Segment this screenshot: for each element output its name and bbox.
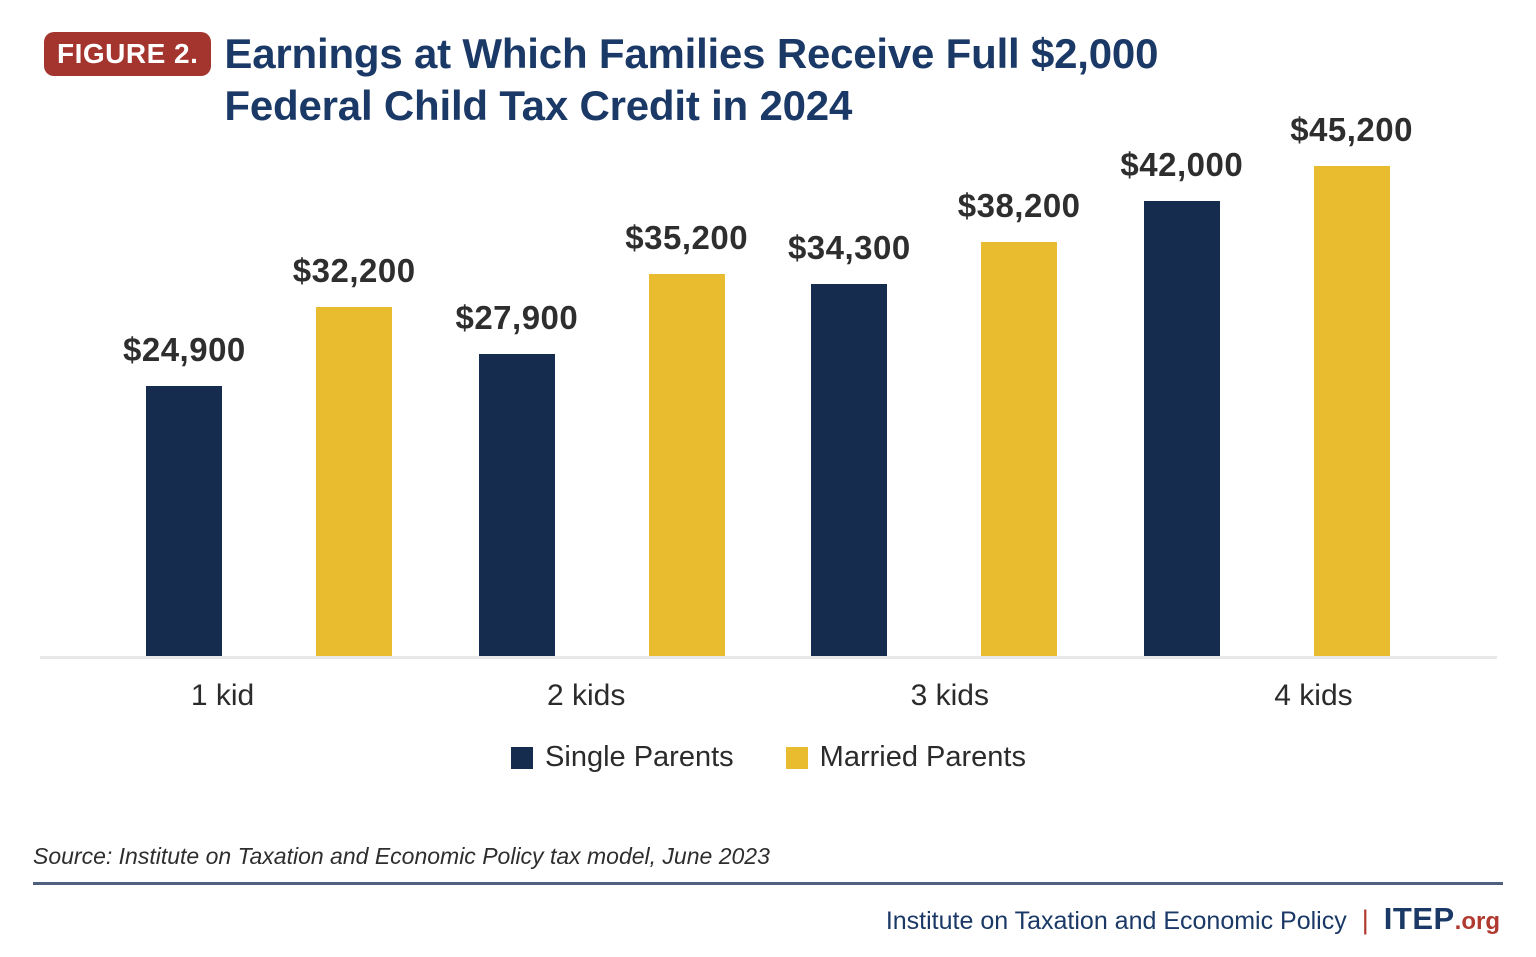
bar-value-label-single-parents-3-kids: $34,300 — [787, 229, 911, 266]
bar-column-married-parents-4-kids: $45,200 — [1290, 111, 1413, 656]
bar-value-label-single-parents-1-kid: $24,900 — [123, 331, 246, 368]
bar-group-4-kids: $42,000 $45,200 — [1120, 111, 1413, 656]
bar-column-married-parents-2-kids: $35,200 — [625, 219, 748, 656]
bar-married-parents-3-kids — [981, 242, 1058, 656]
bar-married-parents-4-kids — [1313, 166, 1390, 656]
bar-single-parents-3-kids — [811, 284, 888, 656]
chart-legend: Single Parents Married Parents — [40, 741, 1497, 774]
bar-group-1-kid: $24,900 $32,200 — [123, 252, 416, 656]
itep-logo-name: ITEP — [1383, 901, 1455, 936]
figure-badge: FIGURE 2. — [44, 32, 212, 76]
legend-swatch-married-parents — [785, 746, 808, 769]
x-axis-label-2-kids: 2 kids — [546, 679, 626, 712]
chart-title-line2: Federal Child Tax Credit in 2024 — [224, 82, 853, 129]
legend-item-married-parents: Married Parents — [785, 741, 1026, 774]
source-note: Source: Institute on Taxation and Econom… — [33, 843, 770, 869]
bar-value-label-married-parents-2-kids: $35,200 — [625, 219, 749, 256]
legend-swatch-single-parents — [511, 746, 534, 769]
x-axis-label-4-kids: 4 kids — [1274, 679, 1353, 712]
bar-single-parents-4-kids — [1143, 201, 1220, 656]
bar-single-parents-2-kids — [478, 354, 555, 656]
bar-group-2-kids: $27,900 $35,200 — [455, 219, 748, 656]
legend-item-single-parents: Single Parents — [511, 741, 734, 774]
bar-value-label-married-parents-1-kid: $32,200 — [292, 252, 416, 289]
bar-group-3-kids: $34,300 $38,200 — [788, 187, 1081, 656]
bar-married-parents-1-kid — [316, 307, 393, 656]
bar-value-label-single-parents-2-kids: $27,900 — [455, 299, 579, 336]
legend-label-married-parents: Married Parents — [819, 741, 1026, 773]
chart-xaxis: 1 kid 2 kids 3 kids 4 kids — [40, 679, 1497, 713]
footer-divider — [33, 882, 1503, 885]
chart-plot: $24,900 $32,200 $27,900 $35,200 $34,300 $38,2… — [40, 99, 1497, 659]
chart-title-line1: Earnings at Which Families Receive Full … — [224, 30, 1159, 77]
itep-logo-suffix: .org — [1454, 908, 1500, 935]
figure-header: FIGURE 2. Earnings at Which Families Rec… — [44, 28, 1506, 132]
bar-value-label-single-parents-4-kids: $42,000 — [1120, 146, 1244, 183]
legend-label-single-parents: Single Parents — [545, 741, 734, 773]
bar-value-label-married-parents-4-kids: $45,200 — [1290, 111, 1413, 148]
bar-single-parents-1-kid — [146, 386, 223, 656]
chart-title: Earnings at Which Families Receive Full … — [224, 28, 1158, 132]
itep-logo: ITEP .org — [1384, 901, 1500, 937]
bar-value-label-married-parents-3-kids: $38,200 — [957, 187, 1081, 224]
x-axis-label-1-kid: 1 kid — [190, 679, 255, 712]
bar-column-married-parents-1-kid: $32,200 — [293, 252, 416, 656]
footer: Institute on Taxation and Economic Polic… — [886, 901, 1500, 937]
bar-column-single-parents-4-kids: $42,000 — [1120, 146, 1243, 656]
footer-org-name: Institute on Taxation and Economic Polic… — [885, 907, 1347, 935]
bar-column-married-parents-3-kids: $38,200 — [958, 187, 1081, 656]
bar-married-parents-2-kids — [648, 274, 725, 656]
bar-column-single-parents-1-kid: $24,900 — [123, 331, 246, 656]
bar-chart: $24,900 $32,200 $27,900 $35,200 $34,300 $38,2… — [40, 99, 1497, 774]
bar-column-single-parents-2-kids: $27,900 — [455, 299, 578, 656]
bar-column-single-parents-3-kids: $34,300 — [788, 229, 911, 656]
footer-separator: | — [1361, 905, 1369, 935]
x-axis-label-3-kids: 3 kids — [910, 679, 989, 712]
